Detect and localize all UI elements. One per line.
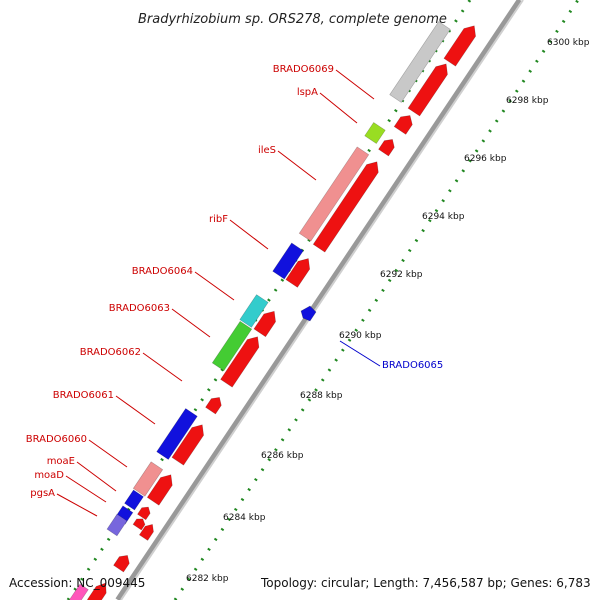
gene-pgsa[interactable] bbox=[106, 513, 128, 537]
gene-brado6065[interactable] bbox=[300, 305, 317, 322]
gene-iles[interactable] bbox=[298, 146, 370, 242]
gene-brado6063[interactable] bbox=[211, 320, 253, 372]
accession-text: Accession: NC_009445 bbox=[9, 576, 145, 590]
gene-features bbox=[68, 21, 476, 600]
label-leader-line bbox=[339, 340, 381, 367]
label-leader-line bbox=[194, 271, 235, 301]
gene-brado6060[interactable] bbox=[132, 461, 164, 497]
label-leader-line bbox=[56, 493, 98, 517]
cds-feature[interactable] bbox=[378, 139, 395, 157]
genome-backbone bbox=[115, 0, 524, 600]
gene-label[interactable]: BRADO6063 bbox=[109, 303, 170, 314]
gene-label[interactable]: BRADO6065 bbox=[382, 360, 443, 371]
label-leader-line bbox=[277, 150, 317, 181]
cds-feature[interactable] bbox=[285, 258, 311, 288]
cds-feature[interactable] bbox=[146, 474, 173, 506]
gene-label[interactable]: BRADO6064 bbox=[132, 266, 193, 277]
label-leader-line bbox=[142, 352, 183, 382]
cds-feature[interactable] bbox=[138, 523, 154, 541]
gene-label[interactable]: moaE bbox=[47, 456, 75, 467]
gene-ribf[interactable] bbox=[272, 242, 304, 280]
cds-feature[interactable] bbox=[132, 518, 146, 531]
cds-feature[interactable] bbox=[137, 506, 151, 521]
gene-label[interactable]: BRADO6060 bbox=[26, 434, 87, 445]
cds-feature[interactable] bbox=[113, 555, 130, 573]
cds-feature[interactable] bbox=[407, 63, 448, 117]
cds-feature[interactable] bbox=[253, 310, 276, 338]
gene-brado6064[interactable] bbox=[239, 294, 269, 328]
gene-label[interactable]: lspA bbox=[297, 87, 318, 98]
label-leader-line bbox=[65, 475, 107, 503]
gene-brado6069[interactable] bbox=[389, 21, 451, 103]
label-leader-line bbox=[115, 395, 156, 425]
tick-labels: 6300 kbp 6298 kbp 6296 kbp 6294 kbp 6292 kbp… bbox=[186, 38, 590, 584]
gene-label-group: BRADO6069 lspA ileS ribF BRADO6064 BRADO6063 B… bbox=[26, 64, 443, 517]
genome-title: Bradyrhizobium sp. ORS278, complete geno… bbox=[138, 12, 447, 27]
tick-label: 6290 kbp bbox=[339, 331, 382, 341]
label-leader-line bbox=[335, 69, 375, 100]
tick-label: 6298 kbp bbox=[506, 96, 549, 106]
tick-label: 6300 kbp bbox=[547, 38, 590, 48]
tick-label: 6296 kbp bbox=[464, 154, 507, 164]
gene-brado6061[interactable] bbox=[156, 408, 198, 460]
label-leader-line bbox=[88, 439, 128, 468]
gene-label[interactable]: BRADO6062 bbox=[80, 347, 141, 358]
gene-lspa[interactable] bbox=[364, 122, 386, 144]
genome-summary-text: Topology: circular; Length: 7,456,587 bp… bbox=[260, 576, 591, 590]
tick-label: 6286 kbp bbox=[261, 451, 304, 461]
label-leader-line bbox=[171, 308, 211, 338]
cds-feature[interactable] bbox=[220, 336, 260, 388]
gene-label[interactable]: BRADO6069 bbox=[273, 64, 334, 75]
outer-scale-line bbox=[173, 0, 580, 600]
cds-feature[interactable] bbox=[205, 397, 222, 415]
tick-label: 6288 kbp bbox=[300, 391, 343, 401]
tick-label: 6292 kbp bbox=[380, 270, 423, 280]
gene-label[interactable]: BRADO6061 bbox=[53, 390, 114, 401]
tick-label: 6294 kbp bbox=[422, 212, 465, 222]
cds-feature[interactable] bbox=[86, 582, 107, 600]
tick-label: 6282 kbp bbox=[186, 574, 229, 584]
cds-feature[interactable] bbox=[443, 25, 476, 67]
label-leader-line bbox=[319, 92, 358, 124]
cds-feature[interactable] bbox=[393, 115, 413, 135]
gene-label[interactable]: ileS bbox=[258, 145, 276, 156]
gene-moae[interactable] bbox=[124, 489, 144, 511]
label-leader-line bbox=[229, 219, 269, 250]
gene-edge-left[interactable] bbox=[68, 583, 89, 600]
gene-label[interactable]: pgsA bbox=[30, 488, 55, 499]
cds-feature[interactable] bbox=[312, 161, 379, 253]
gene-label[interactable]: ribF bbox=[209, 214, 228, 225]
tick-label: 6284 kbp bbox=[223, 513, 266, 523]
cds-feature[interactable] bbox=[171, 424, 204, 466]
label-leader-line bbox=[76, 461, 117, 492]
gene-label[interactable]: moaD bbox=[34, 470, 64, 481]
